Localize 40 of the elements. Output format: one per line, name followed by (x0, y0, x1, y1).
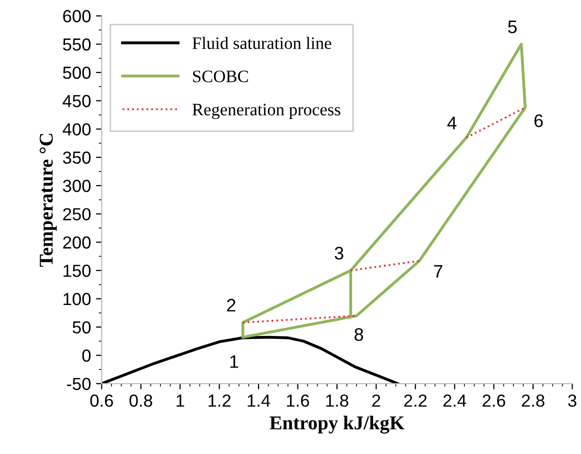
annotation: 4 (447, 116, 456, 130)
y-tick-label: 250 (63, 208, 91, 220)
x-tick-label: 0.8 (130, 394, 152, 407)
x-tick-label: 2.6 (482, 394, 506, 407)
y-axis-title: Temperature °C (40, 134, 57, 267)
annotation: 7 (434, 265, 442, 278)
annotation: 1 (230, 355, 238, 368)
y-tick-label: 550 (62, 38, 91, 51)
y-tick-label: 200 (63, 236, 91, 249)
annotation: 2 (227, 298, 236, 312)
annotation: 6 (534, 114, 543, 128)
legend-label: SCOBC (193, 70, 248, 82)
x-tick-label: 1.2 (208, 394, 231, 407)
x-tick-label: 0.6 (90, 394, 113, 407)
y-tick-label: 350 (62, 151, 91, 164)
y-tick-label: 300 (62, 180, 91, 192)
x-tick-label: 1 (176, 394, 184, 407)
x-tick-label: 2.2 (404, 394, 427, 407)
y-tick-label: 450 (62, 94, 91, 108)
annotation: 8 (354, 328, 364, 341)
y-tick-label: 150 (64, 264, 91, 277)
x-tick-label: 2 (372, 394, 380, 407)
y-tick-label: 600 (63, 10, 91, 22)
legend-label: Regeneration process (192, 104, 340, 120)
x-axis-title: Entropy kJ/kgK (270, 416, 404, 434)
legend-label: Fluid saturation line (192, 36, 332, 50)
x-tick-label: 1.4 (248, 394, 270, 407)
y-tick-label: 100 (64, 292, 91, 306)
x-tick-label: 1.8 (326, 394, 348, 407)
x-tick-label: 2.8 (522, 394, 544, 407)
annotation: 5 (508, 20, 517, 34)
x-tick-label: 3 (568, 394, 576, 407)
annotation: 3 (334, 246, 344, 260)
y-tick-label: 400 (62, 123, 91, 136)
y-tick-label: 50 (72, 321, 91, 334)
x-tick-label: 2.4 (443, 394, 466, 407)
y-tick-label: 0 (82, 350, 91, 362)
y-tick-label: -50 (66, 378, 91, 390)
x-tick-label: 1.6 (287, 394, 310, 407)
y-tick-label: 500 (62, 66, 91, 79)
